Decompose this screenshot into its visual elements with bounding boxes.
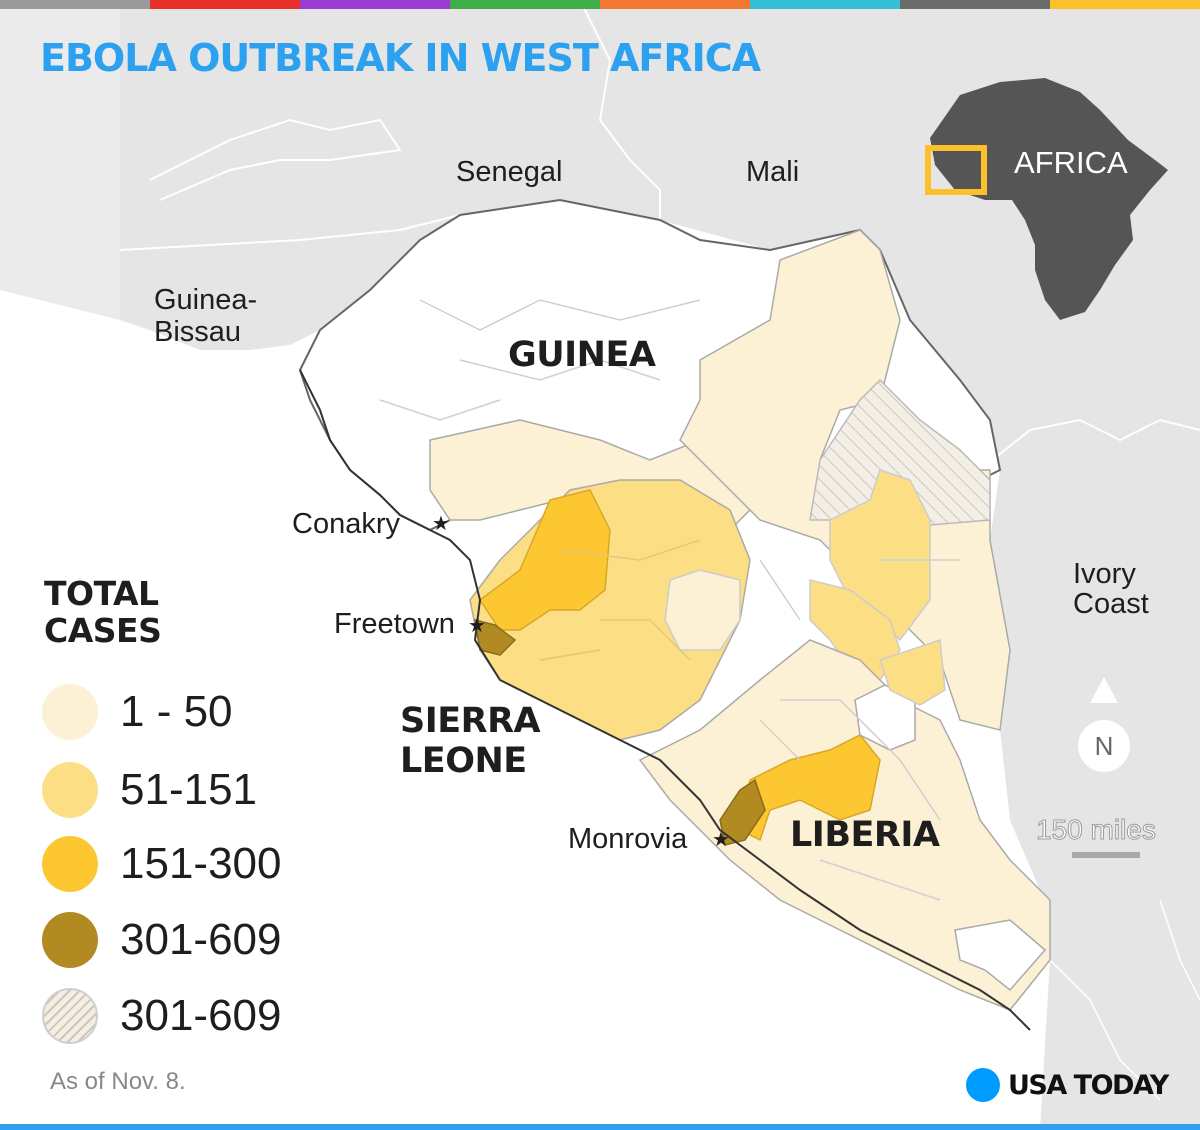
country-liberia: LIBERIA bbox=[790, 815, 940, 855]
liberia-white-a bbox=[854, 684, 916, 751]
label-mali: Mali bbox=[746, 156, 800, 188]
label-guinea-bissau-2: Bissau bbox=[154, 316, 242, 348]
africa-locator-box bbox=[925, 145, 987, 195]
scale-label: 150 miles bbox=[1036, 814, 1157, 846]
north-arrow-icon bbox=[1090, 677, 1118, 703]
land-west-strip bbox=[0, 0, 120, 320]
label-ivory-coast-1: Ivory bbox=[1073, 558, 1136, 590]
legend-title-2: CASES bbox=[44, 610, 162, 650]
stripe-7 bbox=[1050, 0, 1200, 9]
country-sierra-leone-2: LEONE bbox=[400, 741, 527, 781]
bottom-rule bbox=[0, 1124, 1200, 1130]
legend-swatch bbox=[42, 988, 98, 1044]
monrovia-301-609 bbox=[719, 778, 766, 846]
freetown-star: ★ bbox=[468, 613, 486, 637]
brand-logo: USA TODAY bbox=[966, 1068, 1169, 1102]
as-of-note: As of Nov. 8. bbox=[50, 1068, 186, 1095]
legend-item: 1 - 50 bbox=[42, 682, 233, 742]
label-freetown: Freetown bbox=[334, 608, 455, 640]
legend-swatch bbox=[42, 684, 98, 740]
label-senegal: Senegal bbox=[456, 156, 563, 188]
legend-swatch bbox=[42, 836, 98, 892]
stripe-0 bbox=[0, 0, 150, 9]
legend-swatch bbox=[42, 912, 98, 968]
label-conakry: Conakry bbox=[292, 508, 400, 540]
legend-label: 1 - 50 bbox=[120, 687, 233, 736]
north-indicator: N bbox=[1078, 720, 1130, 772]
stripe-5 bbox=[750, 0, 900, 9]
sierra-leone-light bbox=[664, 569, 741, 651]
legend-title: TOTAL CASES bbox=[44, 574, 162, 650]
legend-label: 301-609 bbox=[120, 915, 282, 964]
legend-label: 301-609 bbox=[120, 991, 282, 1040]
liberia-51-151 bbox=[879, 638, 946, 706]
country-sierra-leone-1: SIERRA bbox=[400, 701, 541, 741]
scale-bar bbox=[1072, 852, 1140, 858]
liberia-151-300 bbox=[739, 734, 881, 842]
legend-swatch bbox=[42, 762, 98, 818]
conakry-star: ★ bbox=[432, 511, 450, 535]
stripe-2 bbox=[300, 0, 450, 9]
legend-item: 301-609 bbox=[42, 910, 281, 970]
label-monrovia: Monrovia bbox=[568, 823, 688, 855]
monrovia-star: ★ bbox=[712, 827, 730, 851]
legend-item: 51-151 bbox=[42, 760, 257, 820]
land-east bbox=[1000, 680, 1200, 1130]
liberia-white-b bbox=[954, 919, 1047, 992]
sierra-leone-151-300 bbox=[478, 489, 611, 631]
legend-item: 301-609 bbox=[42, 986, 281, 1046]
brand-text: USA TODAY bbox=[1008, 1069, 1169, 1101]
country-guinea: GUINEA bbox=[508, 335, 656, 375]
africa-silhouette bbox=[930, 78, 1168, 320]
top-color-stripes bbox=[0, 0, 1200, 9]
legend-label: 51-151 bbox=[120, 765, 258, 814]
liberia-shape bbox=[638, 639, 1051, 1011]
label-guinea-bissau-1: Guinea- bbox=[154, 284, 258, 316]
legend-title-1: TOTAL bbox=[44, 574, 159, 613]
brand-dot-icon bbox=[966, 1068, 1000, 1102]
stripe-4 bbox=[600, 0, 750, 9]
stripe-1 bbox=[150, 0, 300, 9]
label-ivory-coast-2: Coast bbox=[1073, 588, 1149, 620]
legend-label: 151-300 bbox=[120, 839, 282, 888]
label-africa: AFRICA bbox=[1014, 145, 1128, 180]
stripe-6 bbox=[900, 0, 1050, 9]
stripe-3 bbox=[450, 0, 600, 9]
page-title: EBOLA OUTBREAK IN WEST AFRICA bbox=[40, 36, 761, 80]
legend-item: 151-300 bbox=[42, 834, 281, 894]
